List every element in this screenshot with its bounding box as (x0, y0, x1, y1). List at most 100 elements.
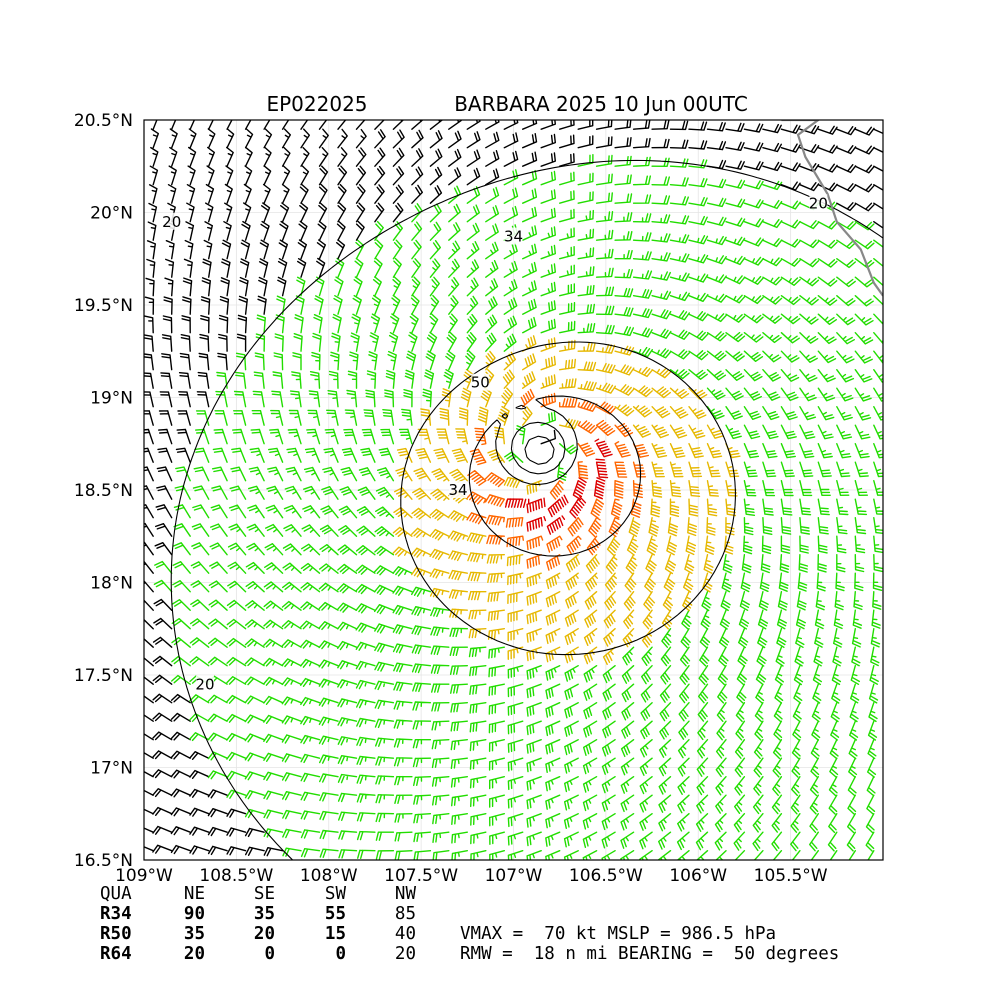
wind-barb (582, 757, 598, 775)
wind-barb (189, 656, 210, 667)
wind-barb (595, 286, 615, 297)
wind-barb (780, 332, 800, 344)
wind-barb (762, 332, 782, 344)
wind-barb (734, 776, 746, 796)
wind-barb (614, 480, 624, 499)
wind-barb (198, 352, 210, 371)
wind-barb (854, 295, 874, 307)
wind-barb (371, 294, 382, 315)
wind-barb (873, 239, 883, 248)
wind-barb (502, 369, 515, 389)
wind-barb (606, 535, 621, 556)
wind-barb (873, 498, 883, 515)
wind-barb (614, 174, 632, 186)
wind-barb (375, 831, 395, 841)
wind-radii-table: QUA NE SE SW NW R34 90 35 55 85 R50 35 2… (100, 884, 839, 964)
wind-barb (429, 508, 450, 521)
wind-barb (706, 443, 723, 459)
wind-barb (155, 523, 173, 537)
wind-barb (503, 169, 519, 186)
wind-barb (854, 350, 873, 364)
wind-barb (632, 288, 653, 299)
wind-barb (715, 739, 727, 759)
wind-barb (834, 591, 844, 611)
wind-barb (300, 620, 321, 630)
wind-barb (205, 202, 214, 223)
wind-barbs (144, 120, 883, 860)
wind-barb (394, 813, 413, 823)
wind-barb (307, 409, 321, 426)
wind-barb (374, 526, 395, 537)
wind-barb (595, 344, 616, 354)
wind-barb (603, 609, 616, 629)
wind-barb (467, 571, 487, 582)
wind-barb (774, 683, 784, 704)
wind-barb (799, 480, 813, 497)
wind-barb (430, 645, 450, 656)
wind-barb (714, 831, 727, 851)
wind-barb (280, 202, 290, 223)
wind-barb (776, 609, 787, 630)
wind-barb (854, 369, 873, 383)
table-header-se: SE (254, 884, 275, 904)
wind-barb (725, 160, 745, 170)
wind-barb (503, 315, 518, 334)
wind-barb (374, 202, 385, 223)
wind-barb (755, 683, 765, 704)
wind-barb (192, 504, 210, 519)
coastline (781, 120, 883, 297)
wind-barb (614, 404, 635, 417)
wind-barb (780, 143, 801, 153)
wind-barb (467, 552, 487, 563)
wind-barb (595, 382, 616, 394)
wind-barb (412, 720, 432, 730)
wind-barb (337, 640, 358, 651)
wind-barb (447, 530, 468, 542)
wind-barb (688, 443, 704, 459)
wind-barb (526, 702, 542, 717)
wind-barb (175, 447, 191, 463)
contour-label-bg (471, 373, 490, 391)
wind-barb (695, 813, 709, 832)
wind-barb (356, 812, 376, 822)
wind-barb (144, 637, 154, 648)
wind-barb (540, 411, 556, 426)
wind-barb (526, 665, 542, 680)
wind-barb (817, 480, 831, 496)
wind-barb (412, 701, 432, 711)
wind-barb (669, 424, 688, 439)
wind-barb (651, 138, 670, 149)
wind-barb (664, 554, 677, 575)
wind-barb (725, 313, 746, 323)
wind-barb (318, 147, 329, 167)
wind-barb (651, 309, 672, 320)
wind-barb (450, 776, 468, 788)
wind-barb (219, 295, 230, 315)
wind-barb (645, 554, 657, 575)
wind-barb (487, 609, 505, 622)
wind-barb (760, 554, 771, 574)
wind-barb (830, 702, 840, 723)
wind-barb (485, 205, 500, 223)
wind-barb (466, 512, 487, 525)
wind-barb (564, 739, 579, 756)
wind-barb (796, 591, 807, 611)
wind-barb (540, 226, 556, 241)
wind-barb (144, 676, 154, 685)
wind-barb (393, 662, 413, 673)
wind-barb (189, 618, 210, 630)
wind-barb (144, 296, 155, 315)
wind-barb (735, 720, 746, 741)
wind-barb (650, 498, 661, 518)
wind-barb (595, 136, 613, 149)
wind-barb (614, 269, 633, 279)
wind-barb (790, 813, 801, 833)
wind-barb (817, 443, 833, 459)
wind-barb (244, 695, 265, 705)
wind-barb (836, 517, 848, 535)
wind-barb (327, 390, 339, 408)
wind-barb (254, 352, 265, 371)
wind-barb (317, 220, 327, 241)
wind-barb (282, 791, 302, 801)
wind-barb (632, 213, 652, 223)
